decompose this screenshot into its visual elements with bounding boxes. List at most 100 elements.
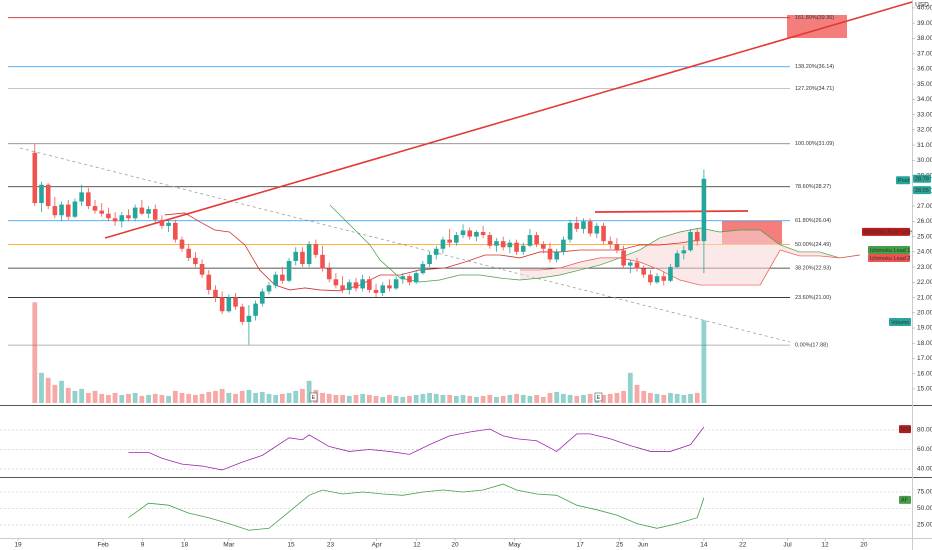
volume-bar	[219, 388, 225, 403]
candle-body	[407, 276, 412, 283]
volume-bar	[574, 395, 580, 403]
volume-bar	[668, 392, 673, 403]
candle-body	[641, 268, 646, 275]
candle-body	[487, 235, 493, 246]
event-badge	[594, 392, 603, 402]
candle-body	[634, 262, 640, 269]
af-tick-label: 50.00	[917, 505, 932, 512]
volume-bar	[674, 393, 680, 403]
candle-body	[239, 306, 245, 322]
volume-bar	[621, 390, 627, 403]
candle-body	[527, 235, 533, 246]
event-label: E	[312, 395, 316, 401]
candle-body	[199, 264, 205, 275]
candle-body	[233, 297, 238, 307]
af-tick-label: 25.00	[917, 522, 932, 529]
fib-label: 61.80%(26.04)	[795, 218, 831, 224]
fib-label: 127.20%(34.71)	[795, 86, 834, 92]
volume-bar	[514, 393, 519, 403]
x-tick-label: Feb	[97, 542, 109, 549]
candle-body	[648, 274, 653, 283]
volume-bar	[79, 388, 85, 403]
y-tick-label: 16.00	[917, 370, 932, 377]
volume-bar	[293, 390, 299, 403]
volume-bar	[126, 393, 131, 403]
y-tick-label: 35.00	[917, 81, 932, 88]
volume-bar	[99, 393, 105, 403]
candle-body	[159, 219, 165, 226]
volume-bar	[172, 390, 178, 403]
ichimoku-lead2-tag-box	[868, 254, 910, 263]
volume-bar	[199, 393, 205, 403]
candle-body	[387, 285, 392, 289]
volume-bar	[186, 393, 192, 403]
candle-body	[112, 218, 118, 222]
candle-body	[293, 251, 299, 261]
volume-bar	[427, 392, 432, 403]
fib-label: 50.00%(24.49)	[795, 242, 831, 248]
volume-bar	[654, 393, 660, 403]
af-tag: AF	[901, 498, 909, 504]
candle-body	[253, 303, 258, 316]
candle-body	[594, 225, 600, 234]
volume-bar	[647, 392, 653, 403]
volume-bar	[119, 394, 125, 403]
volume-bar	[494, 396, 499, 403]
candle-body	[226, 297, 232, 312]
af-tick-label: 75.00	[917, 489, 932, 496]
candle-body	[119, 215, 125, 222]
volume-bar	[540, 396, 546, 403]
volume-bar	[534, 394, 540, 403]
volume-bar	[634, 384, 640, 403]
volume-bar	[213, 390, 218, 403]
volume-bar	[601, 394, 606, 403]
ichimoku-base-line	[164, 212, 700, 292]
candle-body	[561, 239, 566, 252]
volume-bar	[306, 380, 312, 403]
candle-body	[661, 276, 667, 281]
candle-body	[541, 244, 546, 249]
candle-body	[621, 250, 626, 266]
candle-body	[614, 244, 620, 251]
volume-bar	[413, 394, 419, 403]
last-price-tag: 28.79	[915, 177, 929, 183]
event-badge	[309, 392, 318, 402]
volume-bar	[279, 393, 285, 403]
candle-body	[373, 289, 379, 293]
volume-bar	[433, 393, 439, 403]
volume-bar	[581, 394, 586, 403]
candle-body	[360, 279, 365, 289]
candle-body	[427, 254, 432, 265]
x-tick-label: 17	[577, 542, 585, 549]
x-tick-label: Apr	[372, 542, 383, 549]
y-tick-label: 26.00	[917, 218, 932, 225]
volume-bar	[226, 392, 232, 403]
volume-bar	[353, 394, 359, 403]
candle-body	[694, 231, 700, 242]
volume-bar	[333, 394, 339, 403]
y-tick-label: 15.00	[917, 386, 932, 393]
candle-body	[126, 215, 131, 219]
volume-bar	[52, 384, 58, 403]
candle-body	[52, 206, 58, 216]
candle-body	[72, 201, 78, 217]
y-tick-label: 18.00	[917, 340, 932, 347]
last-price-tag-box	[913, 174, 931, 183]
volume-bar	[346, 395, 352, 403]
volume-bar	[480, 395, 486, 403]
fib-label: 23.60%(21.00)	[795, 295, 831, 301]
volume-bar	[286, 392, 292, 403]
candle-body	[454, 235, 459, 243]
y-tick-label: 36.00	[917, 66, 932, 73]
candle-body	[433, 248, 439, 255]
volume-bar	[614, 392, 620, 403]
candle-body	[554, 251, 560, 260]
candle-body	[186, 248, 191, 258]
candle-body	[400, 276, 406, 280]
x-tick-label: May	[508, 542, 521, 549]
volume-bar	[641, 390, 647, 403]
candle-body	[607, 241, 613, 245]
volume-bar	[373, 395, 379, 403]
volume-bar	[32, 302, 38, 403]
candle-body	[520, 245, 526, 252]
